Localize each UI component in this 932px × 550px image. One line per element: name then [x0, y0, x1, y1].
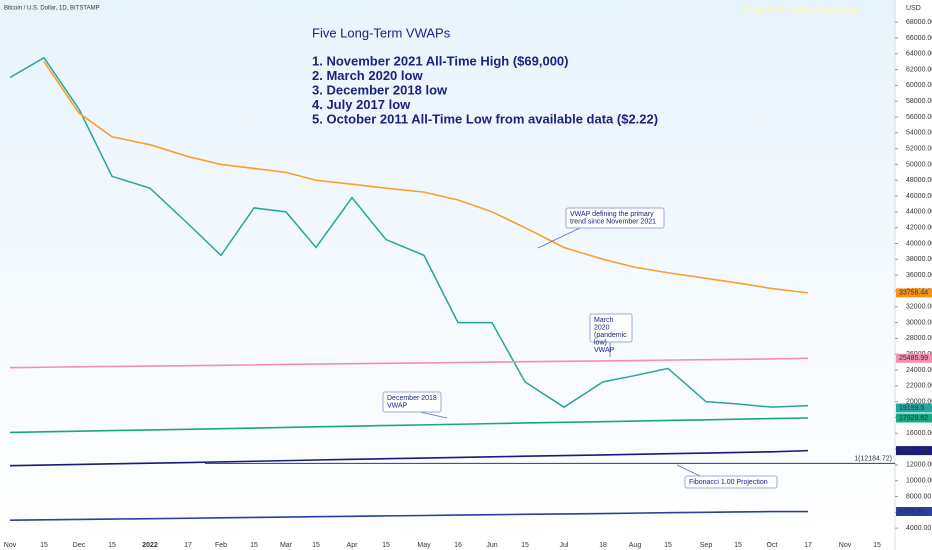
annotation-line: 2. March 2020 low	[312, 68, 423, 83]
y-tick-label: 8000.00	[906, 493, 931, 500]
x-tick-label: Nov	[4, 542, 17, 549]
price-tag	[896, 413, 932, 423]
y-tick-label: 22000.00	[906, 383, 932, 390]
x-tick-label: 15	[250, 542, 258, 549]
callout-box	[565, 207, 665, 229]
y-tick-label: 60000.00	[906, 82, 932, 89]
y-tick-label: 28000.00	[906, 335, 932, 342]
annotation-title: Five Long-Term VWAPs	[312, 25, 451, 40]
x-tick-label: Jun	[486, 542, 497, 549]
y-tick-label: 62000.00	[906, 66, 932, 73]
y-tick-label: 16000.00	[906, 430, 932, 437]
price-tag	[896, 288, 932, 298]
x-tick-label: 15	[40, 542, 48, 549]
callout-text: Fibonacci 1.00 Projection	[689, 479, 768, 486]
watermark: SquishTrade Analysis	[743, 3, 858, 17]
x-tick-label: 18	[599, 542, 607, 549]
symbol: Bitcoin / U.S. Dollar, 1D, BITSTAMP	[4, 6, 100, 12]
x-tick-label: 15	[734, 542, 742, 549]
y-tick-label: 24000.00	[906, 367, 932, 374]
price-tag	[896, 403, 932, 413]
y-tick-label: 56000.00	[906, 114, 932, 121]
price-tag	[896, 507, 932, 517]
y-tick-label: 68000.00	[906, 19, 932, 26]
vwap-line	[9, 417, 809, 434]
callout-text: December 2018 VWAP	[387, 395, 437, 410]
x-tick-label: Oct	[767, 542, 778, 549]
y-tick-label: 42000.00	[906, 225, 932, 232]
x-tick-label: May	[417, 542, 431, 549]
y-tick-label: 40000.00	[906, 240, 932, 247]
x-tick-label: 15	[521, 542, 529, 549]
x-tick-label: 17	[184, 542, 192, 549]
price-tag-label: 13804.01	[899, 447, 928, 454]
annotation-line: 3. December 2018 low	[312, 82, 448, 97]
y-tick-label: 32000.00	[906, 304, 932, 311]
x-tick-label: 15	[382, 542, 390, 549]
y-tick-label: 54000.00	[906, 130, 932, 137]
price-tag-label: 33758.44	[899, 290, 928, 297]
price-tag	[896, 353, 932, 363]
y-tick-label: 30000.00	[906, 319, 932, 326]
currency: USD	[906, 5, 921, 12]
x-tick-label: 15	[664, 542, 672, 549]
callout-text: March 2020 (pandemic low) VWAP	[594, 317, 627, 354]
x-tick-label: 15	[108, 542, 116, 549]
price-line	[9, 56, 809, 409]
callout-box	[382, 391, 442, 413]
x-tick-label: Apr	[347, 542, 359, 549]
y-tick-label: 48000.00	[906, 177, 932, 184]
y-tick-label: 50000.00	[906, 161, 932, 168]
vwap-line	[43, 61, 809, 294]
y-tick-label: 36000.00	[906, 272, 932, 279]
y-tick-label: 52000.00	[906, 145, 932, 152]
callout-box	[684, 475, 778, 489]
x-tick-label: Nov	[839, 542, 852, 549]
annotation-line: 1. November 2021 All-Time High ($69,000)	[312, 53, 569, 68]
annotation-line: 4. July 2017 low	[312, 97, 411, 112]
x-tick-label: Mar	[280, 542, 293, 549]
x-tick-label: 2022	[142, 542, 158, 549]
callout-box	[589, 313, 633, 343]
vwap-line	[9, 449, 809, 467]
y-tick-label: 44000.00	[906, 209, 932, 216]
x-tick-label: Feb	[215, 542, 227, 549]
y-tick-label: 46000.00	[906, 193, 932, 200]
x-tick-label: 15	[312, 542, 320, 549]
x-tick-label: 17	[804, 542, 812, 549]
price-tag-label: 6102.95	[899, 508, 924, 515]
price-tag-label: 19199.5	[899, 405, 924, 412]
price-tag-label: 25485.99	[899, 355, 928, 362]
y-tick-label: 66000.00	[906, 35, 932, 42]
y-tick-label: 38000.00	[906, 256, 932, 263]
price-tag	[896, 446, 932, 456]
y-tick-label: 58000.00	[906, 98, 932, 105]
plot-background	[0, 0, 895, 540]
vwap-line	[9, 510, 809, 522]
callout-connector	[676, 464, 701, 477]
y-tick-label: 4000.00	[906, 525, 931, 532]
x-tick-label: Sep	[700, 542, 713, 549]
fib-label: 1(12184.72)	[854, 455, 892, 462]
y-tick-label: 12000.00	[906, 462, 932, 469]
y-tick-label: 10000.00	[906, 478, 932, 485]
x-tick-label: Aug	[629, 542, 642, 549]
annotation-line: 5. October 2011 All-Time Low from availa…	[312, 111, 658, 126]
callout-connector	[537, 227, 581, 249]
price-tag-label: 17929.62	[899, 415, 928, 422]
vwap-line	[9, 357, 809, 369]
x-tick-label: 16	[454, 542, 462, 549]
callout-text: VWAP defining the primary trend since Nov…	[570, 211, 656, 226]
y-tick-label: 64000.00	[906, 51, 932, 58]
x-tick-label: 15	[873, 542, 881, 549]
x-tick-label: Jul	[560, 542, 569, 549]
x-tick-label: Dec	[73, 542, 86, 549]
y-tick-label: 20000.00	[906, 398, 932, 405]
callout-connector	[419, 411, 448, 419]
